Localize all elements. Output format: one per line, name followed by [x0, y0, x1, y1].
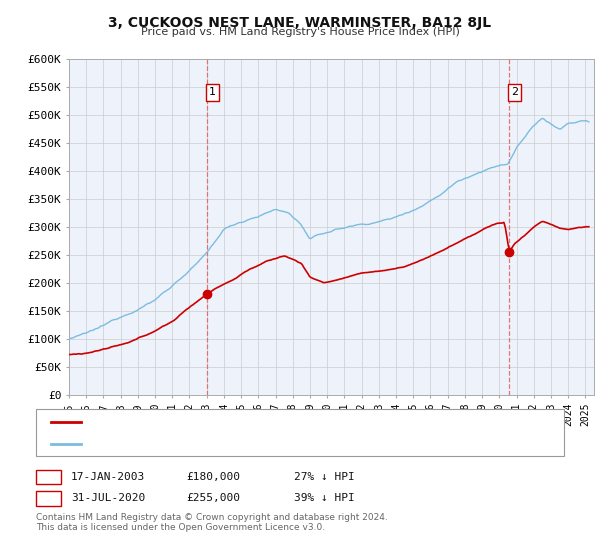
- Text: 3, CUCKOOS NEST LANE, WARMINSTER, BA12 8JL: 3, CUCKOOS NEST LANE, WARMINSTER, BA12 8…: [109, 16, 491, 30]
- Text: Contains HM Land Registry data © Crown copyright and database right 2024.: Contains HM Land Registry data © Crown c…: [36, 513, 388, 522]
- Text: This data is licensed under the Open Government Licence v3.0.: This data is licensed under the Open Gov…: [36, 523, 325, 532]
- Text: 1: 1: [209, 87, 216, 97]
- Text: 39% ↓ HPI: 39% ↓ HPI: [294, 493, 355, 503]
- Text: 17-JAN-2003: 17-JAN-2003: [71, 472, 145, 482]
- Text: HPI: Average price, detached house, Wiltshire: HPI: Average price, detached house, Wilt…: [87, 439, 311, 449]
- Text: 27% ↓ HPI: 27% ↓ HPI: [294, 472, 355, 482]
- Text: Price paid vs. HM Land Registry's House Price Index (HPI): Price paid vs. HM Land Registry's House …: [140, 27, 460, 37]
- Text: £255,000: £255,000: [186, 493, 240, 503]
- Text: 2: 2: [45, 493, 52, 503]
- Text: 31-JUL-2020: 31-JUL-2020: [71, 493, 145, 503]
- Text: 3, CUCKOOS NEST LANE, WARMINSTER, BA12 8JL (detached house): 3, CUCKOOS NEST LANE, WARMINSTER, BA12 8…: [87, 417, 416, 427]
- Text: £180,000: £180,000: [186, 472, 240, 482]
- Text: 1: 1: [45, 472, 52, 482]
- Text: 2: 2: [511, 87, 518, 97]
